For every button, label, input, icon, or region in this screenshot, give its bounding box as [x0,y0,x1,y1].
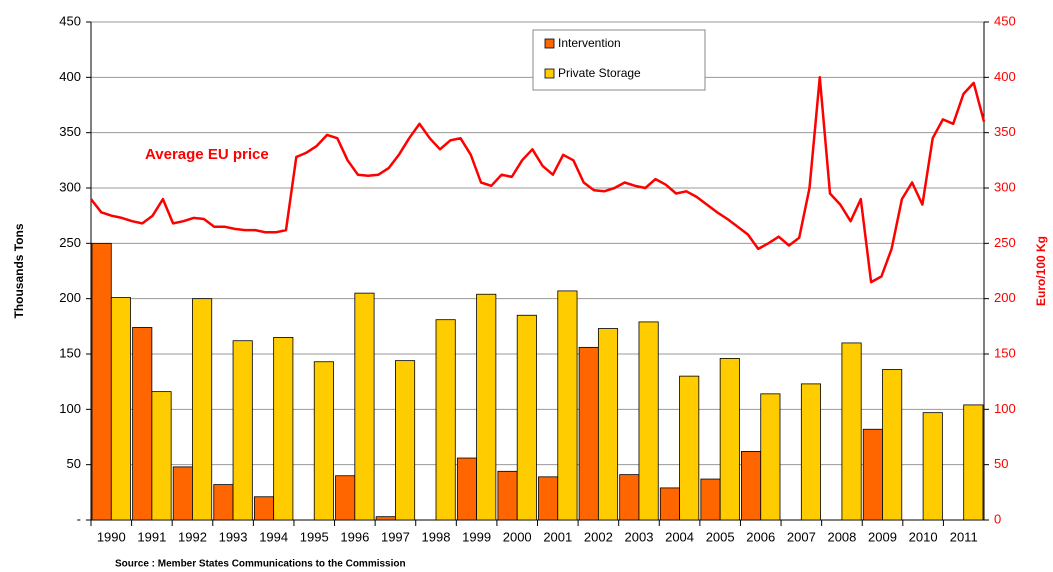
bar [375,516,396,521]
y2-tick-label: 350 [994,124,1016,139]
bar [619,474,640,521]
y2-tick-label: 450 [994,13,1016,28]
x-tick-label: 1996 [340,529,369,544]
bar [516,314,537,521]
price-line [90,76,986,284]
bar [151,391,172,521]
y2-tick-label: 300 [994,179,1016,194]
bar [335,475,356,521]
x-tick-label: 1990 [97,529,126,544]
bar [132,327,153,521]
x-tick-label: 2004 [665,529,694,544]
legend-label: Private Storage [558,66,641,80]
y-axis-title: Thousands Tons [12,223,26,318]
bar [273,336,294,521]
bar [354,292,375,521]
bar [110,297,131,521]
bar [862,428,883,521]
x-tick-label: 1995 [300,529,329,544]
y2-axis-title: Euro/100 Kg [1034,236,1048,306]
bar [700,478,721,521]
legend-label: Intervention [558,36,621,50]
y2-tick-label: 400 [994,69,1016,84]
bar [232,340,253,521]
legend-swatch [544,68,555,79]
y2-tick-label: 200 [994,290,1016,305]
x-tick-label: 2011 [950,529,978,544]
bar [659,487,680,521]
y-tick-label: 450 [59,13,81,28]
bar [538,476,559,521]
x-tick-label: 2006 [746,529,775,544]
x-tick-label: 2009 [868,529,897,544]
bar [497,470,518,521]
bar [253,496,275,521]
x-tick-label: 2008 [827,529,856,544]
bar [557,290,578,521]
y-tick-label: 350 [59,124,81,139]
bar [882,369,903,521]
y2-tick-label: 100 [994,401,1016,416]
bar [760,393,781,521]
x-tick-label: 1993 [219,529,248,544]
legend-swatch [544,38,555,49]
bar [395,360,416,521]
legend-box [532,29,706,91]
x-tick-label: 1997 [381,529,410,544]
x-tick-label: 2007 [787,529,816,544]
y-tick-label: 250 [59,235,81,250]
y2-tick-label: 150 [994,345,1016,360]
bar [435,319,456,521]
y-tick-label: 100 [59,401,81,416]
y-tick-label: - [77,511,81,526]
line-label: Average EU price [145,146,269,163]
y-tick-label: 50 [67,456,81,471]
bar [578,346,599,521]
x-tick-label: 1994 [259,529,288,544]
x-tick-label: 1999 [462,529,491,544]
y-tick-label: 200 [59,290,81,305]
x-tick-label: 2002 [584,529,613,544]
x-tick-label: 2010 [909,529,938,544]
y-tick-label: 400 [59,69,81,84]
y2-tick-label: 50 [994,456,1008,471]
x-tick-label: 2001 [543,529,572,544]
bar [213,484,234,521]
y2-tick-label: 250 [994,235,1016,250]
bar [800,383,822,521]
bar [841,342,862,521]
bar [597,328,619,521]
bar [963,404,984,521]
bar [719,358,740,521]
x-tick-label: 1991 [137,529,166,544]
bar [172,466,193,521]
bar [679,375,700,521]
bar [638,321,659,521]
y2-tick-label: 0 [994,511,1001,526]
bar [741,450,762,521]
x-tick-label: 1992 [178,529,207,544]
bar [922,412,943,521]
x-tick-label: 2003 [625,529,654,544]
bar [91,242,112,521]
bar [476,293,497,521]
x-tick-label: 2000 [503,529,532,544]
bar [192,298,213,521]
source-note: Source : Member States Communications to… [115,559,406,570]
bar [313,361,334,521]
x-tick-label: 2005 [706,529,735,544]
x-tick-label: 1998 [422,529,451,544]
y-tick-label: 300 [59,179,81,194]
y-tick-label: 150 [59,345,81,360]
bar [456,457,477,521]
